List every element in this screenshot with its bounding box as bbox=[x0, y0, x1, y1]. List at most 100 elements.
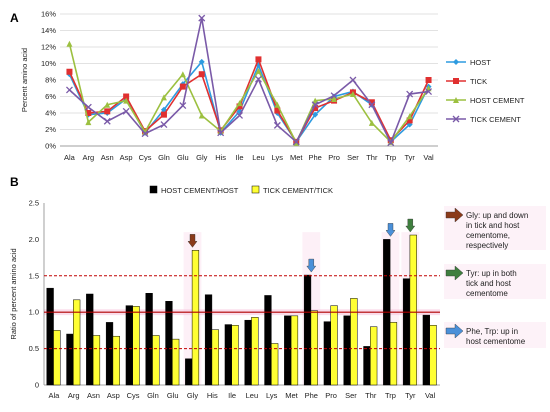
data-point-marker bbox=[255, 56, 262, 63]
bar-group-val bbox=[422, 314, 437, 386]
bar bbox=[363, 346, 371, 386]
legend-item: TICK CEMENT bbox=[446, 115, 521, 124]
panel-b-xtick-label: Glu bbox=[167, 391, 179, 400]
panel-b-xtick-label: Gln bbox=[147, 391, 159, 400]
series-line-path bbox=[68, 17, 429, 145]
annotation-callout-arrow bbox=[445, 207, 464, 223]
annotation-text-line: Tyr: up in both bbox=[466, 269, 517, 278]
data-point-marker bbox=[425, 88, 433, 96]
panel-b-ytick-label: 0.5 bbox=[29, 344, 39, 353]
data-point-marker bbox=[179, 102, 187, 110]
data-point-marker bbox=[368, 101, 376, 109]
panel-b-xtick-label: His bbox=[207, 391, 218, 400]
data-point-marker bbox=[84, 103, 92, 111]
bar bbox=[132, 306, 140, 386]
bar-group-gln bbox=[145, 293, 160, 386]
annotation-arrow-gly bbox=[187, 234, 198, 248]
data-point-marker bbox=[312, 105, 319, 112]
data-point-marker bbox=[66, 40, 73, 47]
panel-b-xtick-label: Val bbox=[425, 391, 436, 400]
annotation-callout-arrow bbox=[445, 323, 464, 339]
panel-a-xtick-label: Val bbox=[423, 153, 434, 162]
series-line-tick bbox=[66, 56, 432, 145]
data-point-marker bbox=[104, 101, 111, 108]
data-point-marker bbox=[103, 117, 111, 125]
panel-b-label: B bbox=[10, 175, 19, 189]
bar bbox=[92, 335, 101, 386]
annotation-text-line: Gly: up and down bbox=[466, 211, 528, 220]
bar bbox=[224, 324, 232, 386]
bar-group-tyr bbox=[402, 234, 417, 386]
bar-group-arg bbox=[66, 299, 81, 386]
data-point-marker bbox=[425, 77, 432, 83]
annotation-text-line: cementome, bbox=[466, 231, 510, 240]
data-point-marker bbox=[236, 100, 243, 107]
bar bbox=[284, 315, 292, 386]
panel-b-xtick-label: Phe bbox=[305, 391, 318, 400]
series-line-tick-cement bbox=[65, 14, 433, 147]
annotation-arrow-phe bbox=[306, 258, 317, 273]
bar bbox=[409, 234, 417, 386]
bar-group-thr bbox=[363, 326, 378, 386]
bar bbox=[389, 322, 398, 386]
annotation-arrow-tyr bbox=[405, 218, 416, 233]
annotation-box bbox=[444, 322, 546, 348]
panel-a-xtick-label: Gln bbox=[158, 153, 170, 162]
bar-group-pro bbox=[323, 305, 338, 386]
bar-group-ile bbox=[224, 324, 239, 386]
bar bbox=[105, 322, 114, 386]
bar bbox=[310, 310, 318, 386]
bar bbox=[244, 319, 252, 386]
bar bbox=[330, 305, 338, 386]
bar bbox=[290, 315, 299, 386]
panel-b-xtick-label: Pro bbox=[325, 391, 337, 400]
panel-b-xtick-label: Trp bbox=[385, 391, 396, 400]
panel-a-ytick-label: 12% bbox=[41, 43, 56, 52]
panel-b-xtick-label: Leu bbox=[246, 391, 259, 400]
bar bbox=[231, 325, 239, 386]
panel-a-xtick-label: Leu bbox=[252, 153, 265, 162]
data-point-marker bbox=[123, 97, 130, 104]
panel-a-xtick-label: Ala bbox=[64, 153, 76, 162]
bar-group-glu bbox=[165, 301, 180, 386]
bar-group-asn bbox=[86, 293, 101, 386]
panel-a-xtick-label: Cys bbox=[139, 153, 152, 162]
bar bbox=[303, 274, 312, 386]
panel-b-ytick-label: 2.0 bbox=[29, 235, 39, 244]
bar-group-met bbox=[284, 315, 299, 386]
bar bbox=[204, 294, 213, 386]
data-point-marker bbox=[349, 76, 357, 84]
data-point-marker bbox=[160, 121, 168, 129]
data-point-marker bbox=[349, 91, 356, 98]
annotation-text-line: cementome bbox=[466, 289, 508, 298]
panel-b-xtick-label: Ala bbox=[48, 391, 60, 400]
data-point-marker bbox=[104, 108, 111, 115]
legend-label: TICK CEMENT/TICK bbox=[263, 186, 333, 195]
panel-b-xtick-label: Asn bbox=[87, 391, 100, 400]
panel-b-xtick-label: Tyr bbox=[405, 391, 416, 400]
bar bbox=[125, 305, 133, 386]
panel-b-ytick-label: 2.5 bbox=[29, 199, 39, 208]
annotation-text: Phe, Trp: up in host cementome bbox=[466, 327, 526, 346]
panel-a-xtick-label: Glu bbox=[177, 153, 189, 162]
bar bbox=[112, 335, 120, 386]
panel-a-xtick-label: Asp bbox=[120, 153, 133, 162]
legend-item: HOST bbox=[446, 58, 491, 67]
data-point-marker bbox=[330, 92, 338, 100]
data-point-marker bbox=[254, 75, 262, 83]
legend-item: TICK CEMENT/TICK bbox=[251, 185, 333, 195]
annotation-text-line: tick and host bbox=[466, 279, 512, 288]
panel-b-xtick-label: Arg bbox=[68, 391, 80, 400]
bar bbox=[46, 287, 54, 386]
series-line-path bbox=[68, 43, 430, 145]
annotation-box bbox=[444, 264, 546, 299]
bar bbox=[422, 314, 430, 386]
panel-a-ytick-label: 10% bbox=[41, 59, 56, 68]
data-point-marker bbox=[179, 71, 186, 78]
legend-label: TICK bbox=[470, 77, 487, 86]
bar bbox=[323, 321, 331, 386]
legend-item: TICK bbox=[446, 77, 487, 86]
data-point-marker bbox=[236, 103, 243, 110]
